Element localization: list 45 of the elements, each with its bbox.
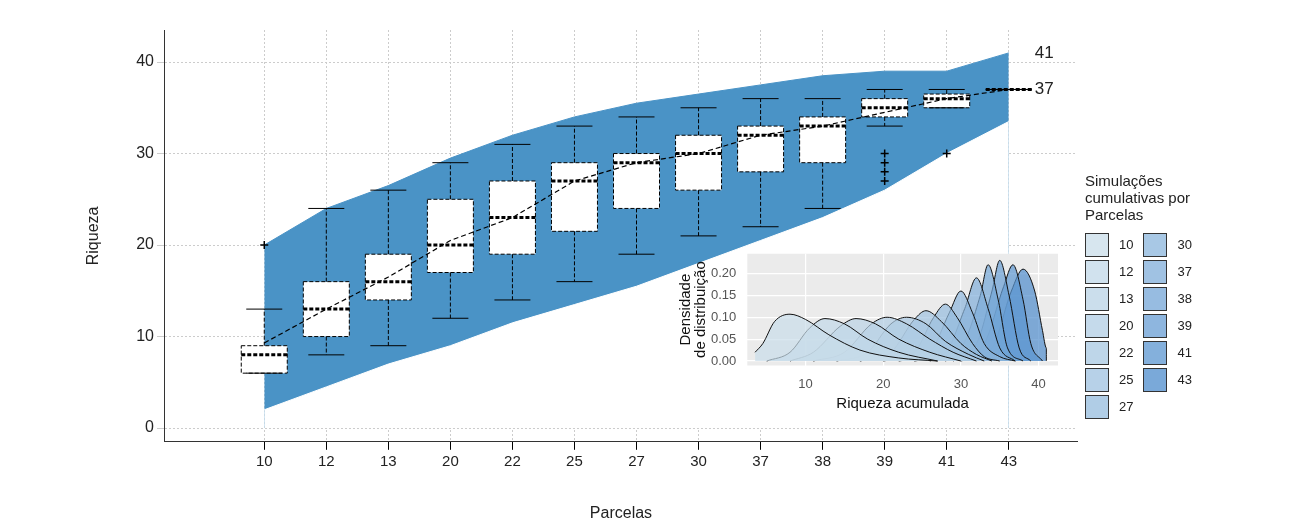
legend-label: 20 (1119, 318, 1134, 333)
annotation: 37 (1034, 79, 1054, 99)
x-tick-label: 30 (690, 451, 707, 469)
y-axis-title: Riqueza (84, 206, 102, 266)
y-tick-label: 20 (136, 235, 155, 253)
legend-label: 27 (1119, 399, 1134, 414)
legend-title: Simulações cumulativas por Parcelas (1085, 172, 1192, 223)
x-tick-label: 25 (566, 451, 583, 469)
y-tick-label: 0.10 (710, 308, 737, 324)
x-tick-label: 40 (1031, 375, 1046, 391)
legend-label: 38 (1177, 291, 1192, 306)
x-tick-label: 22 (504, 451, 521, 469)
x-tick-label: 27 (628, 451, 645, 469)
legend-label: 13 (1119, 291, 1134, 306)
legend-label: 22 (1119, 345, 1134, 360)
x-tick-label: 37 (752, 451, 769, 469)
y-tick-label: 10 (136, 326, 155, 344)
y-tick-label: 40 (136, 52, 155, 70)
x-tick-label: 20 (876, 375, 891, 391)
legend-label: 10 (1119, 237, 1134, 252)
x-tick-label: 38 (814, 451, 831, 469)
legend-label: 12 (1119, 264, 1134, 279)
x-tick-label: 41 (938, 451, 956, 469)
y-tick-label: 0.20 (710, 265, 737, 281)
legend-label: 37 (1177, 264, 1192, 279)
x-tick-label: 10 (255, 451, 273, 469)
legend-label: 39 (1177, 318, 1192, 333)
legend-label: 30 (1177, 237, 1192, 252)
x-tick-label: 43 (1000, 451, 1018, 469)
x-axis-title: Parcelas (589, 503, 653, 521)
x-tick-label: 13 (380, 451, 397, 469)
x-tick-label: 12 (317, 451, 335, 469)
y-axis-title: Densidade de distribuição (675, 261, 708, 358)
y-tick-label: 30 (136, 143, 155, 161)
x-tick-label: 39 (876, 451, 894, 469)
y-tick-label: 0.00 (710, 352, 737, 368)
y-tick-label: 0 (145, 418, 155, 436)
y-tick-label: 0.15 (710, 286, 737, 302)
x-axis-title: Riqueza acumulada (836, 394, 970, 412)
x-tick-label: 30 (953, 375, 969, 391)
x-tick-label: 20 (442, 451, 459, 469)
y-tick-label: 0.05 (710, 330, 737, 346)
annotation: 41 (1034, 42, 1054, 62)
legend-label: 41 (1177, 345, 1192, 360)
x-tick-label: 10 (798, 375, 813, 391)
